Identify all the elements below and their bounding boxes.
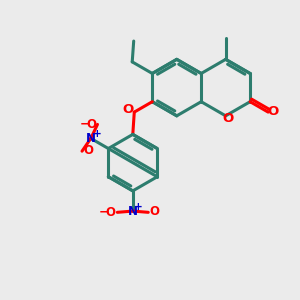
Text: O: O: [83, 144, 93, 157]
Text: O: O: [86, 118, 97, 131]
Text: N: N: [86, 132, 96, 145]
Text: +: +: [92, 129, 101, 139]
Text: O: O: [268, 105, 279, 118]
Text: −: −: [80, 118, 90, 131]
Text: O: O: [106, 206, 116, 219]
Text: O: O: [150, 205, 160, 218]
Text: O: O: [122, 103, 134, 116]
Text: O: O: [222, 112, 234, 125]
Text: +: +: [134, 202, 143, 212]
Text: −: −: [99, 206, 110, 219]
Text: N: N: [128, 205, 138, 218]
